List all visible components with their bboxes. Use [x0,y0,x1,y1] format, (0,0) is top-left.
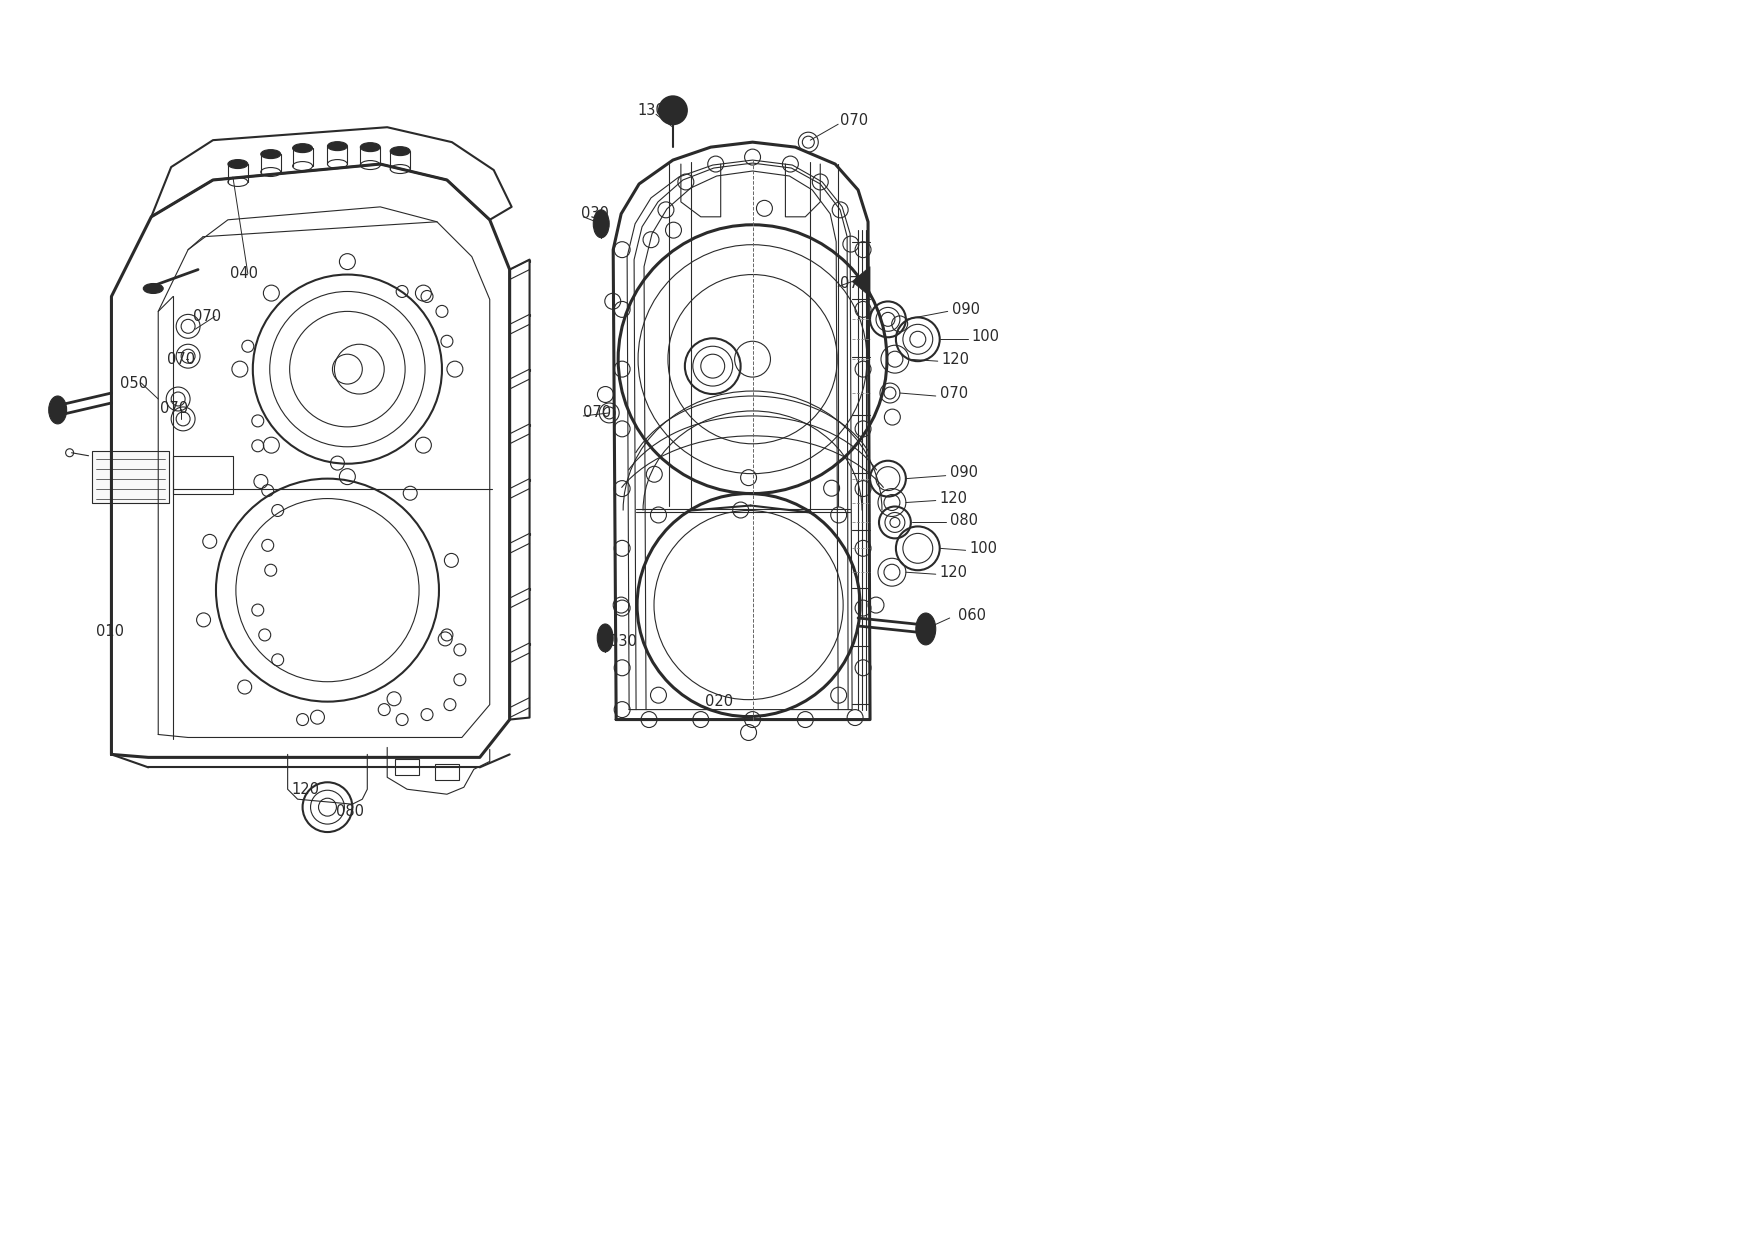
Text: 080: 080 [337,804,365,818]
Text: 120: 120 [942,351,970,366]
Ellipse shape [916,614,935,645]
Ellipse shape [389,147,410,155]
Bar [435,764,460,780]
Text: 010: 010 [95,625,123,640]
Text: 030: 030 [581,206,609,221]
Bar [91,451,168,503]
Circle shape [665,102,682,119]
Text: 120: 120 [291,781,319,797]
Text: 060: 060 [958,607,986,622]
Text: 090: 090 [952,302,980,317]
Ellipse shape [228,159,247,169]
Ellipse shape [293,144,312,153]
Ellipse shape [49,396,67,424]
Bar [174,456,233,493]
Text: 050: 050 [121,375,149,390]
Text: 070: 070 [584,405,612,421]
Text: 080: 080 [949,513,977,528]
Polygon shape [852,267,870,297]
Text: 070: 070 [840,276,868,291]
Text: 090: 090 [949,466,977,481]
Text: 040: 040 [230,266,258,281]
Bar [395,759,419,775]
Text: 120: 120 [940,565,968,580]
Ellipse shape [598,623,614,652]
Ellipse shape [261,149,281,159]
Ellipse shape [360,143,381,152]
Ellipse shape [328,142,347,150]
Text: 020: 020 [705,694,733,709]
Text: 070: 070 [167,351,195,366]
Text: 120: 120 [940,491,968,505]
Text: 070: 070 [160,401,188,416]
Text: 130: 130 [637,103,665,118]
Text: 030: 030 [609,635,637,650]
Circle shape [660,97,688,124]
Text: 100: 100 [970,540,998,556]
Text: 100: 100 [972,329,1000,344]
Ellipse shape [593,210,609,237]
Text: 070: 070 [840,113,868,128]
Text: 070: 070 [193,309,221,324]
Ellipse shape [144,283,163,293]
Text: 070: 070 [940,385,968,400]
